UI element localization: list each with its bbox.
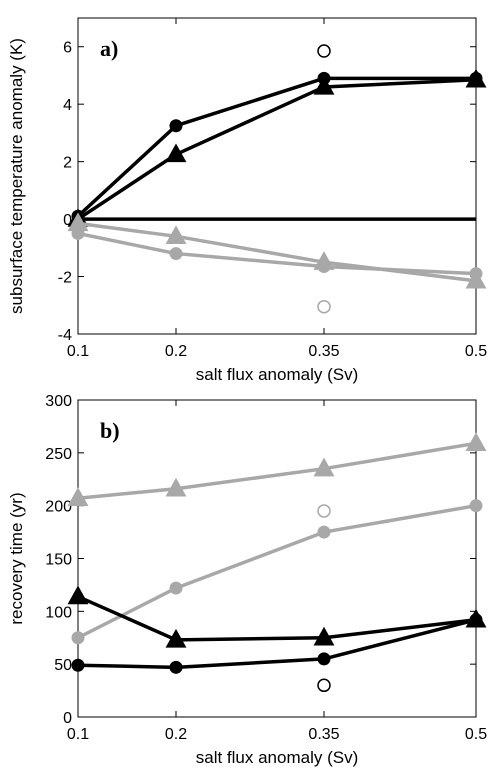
open-point: [317, 299, 331, 314]
y-tick-label: 100: [45, 604, 72, 621]
series-line: [77, 503, 477, 640]
x-tick-label: 0.2: [165, 726, 187, 743]
data-point-triangle: [67, 487, 89, 506]
data-point-circle: [71, 631, 85, 645]
x-axis-label: salt flux anomaly (Sv): [196, 365, 359, 384]
x-tick-label: 0.5: [465, 343, 487, 360]
data-point-triangle: [165, 225, 187, 245]
data-point-triangle: [165, 628, 187, 648]
data-point-circle: [169, 247, 183, 261]
data-point-triangle: [313, 251, 335, 270]
data-point-triangle: [313, 626, 335, 646]
series-line: [77, 441, 477, 501]
plot-frame: [77, 399, 477, 718]
x-tick-label: 0.35: [308, 343, 339, 360]
y-tick-label: 200: [45, 499, 72, 516]
y-tick-label: 250: [45, 446, 72, 463]
data-point-circle: [71, 658, 85, 672]
y-tick-label: 0: [63, 710, 72, 727]
data-point-triangle: [465, 68, 487, 88]
x-tick-label: 0.2: [165, 343, 187, 360]
series-line: [77, 78, 477, 221]
panel-label: b): [100, 418, 120, 443]
series-line: [77, 221, 477, 283]
panel-b: 0 50 100 150 200 250 300 0.1 0.2 0.35 0.5 b) salt fl…: [7, 393, 487, 767]
panel-label: a): [100, 36, 118, 61]
y-tick-label: 50: [54, 657, 72, 674]
data-point-triangle: [165, 477, 187, 497]
data-point-circle: [169, 660, 183, 674]
data-point-circle: [169, 119, 183, 133]
open-point: [317, 504, 331, 518]
data-point-circle: [317, 525, 331, 539]
series-line: [77, 594, 477, 642]
y-tick-label: 6: [63, 40, 72, 57]
data-point-circle: [469, 613, 483, 627]
data-point-triangle: [67, 585, 89, 605]
open-point: [317, 44, 331, 58]
open-point: [317, 678, 331, 693]
y-tick-label: 4: [63, 97, 72, 114]
data-point-triangle: [465, 432, 487, 452]
data-point-triangle: [165, 143, 187, 163]
y-tick-label: 300: [45, 393, 72, 410]
x-tick-label: 0.1: [67, 726, 89, 743]
x-tick-label: 0.35: [308, 726, 339, 743]
y-tick-label: -4: [58, 327, 72, 344]
y-axis-label: subsurface temperature anomaly (K): [7, 38, 26, 314]
data-point-circle: [169, 581, 183, 595]
data-point-triangle: [67, 212, 89, 232]
data-point-triangle: [465, 269, 487, 289]
y-tick-label: 0: [63, 212, 72, 229]
y-axis-label: recovery time (yr): [7, 492, 26, 624]
y-tick-label: -2: [58, 270, 72, 287]
data-point-circle: [317, 652, 331, 666]
plot-frame: [77, 17, 477, 335]
data-point-circle: [469, 499, 483, 513]
y-tick-label: 2: [63, 155, 72, 172]
x-axis-label: salt flux anomaly (Sv): [196, 748, 359, 767]
x-tick-label: 0.1: [67, 343, 89, 360]
panel-a: -4 -2 0 2 4 6 0.1 0.2 0.35 0.5 a) salt flux anomaly…: [7, 17, 487, 384]
data-point-triangle: [313, 75, 335, 95]
x-tick-label: 0.5: [465, 726, 487, 743]
y-tick-label: 150: [45, 552, 72, 569]
series-line: [76, 76, 476, 218]
series-line: [77, 618, 477, 670]
data-point-triangle: [313, 457, 335, 477]
